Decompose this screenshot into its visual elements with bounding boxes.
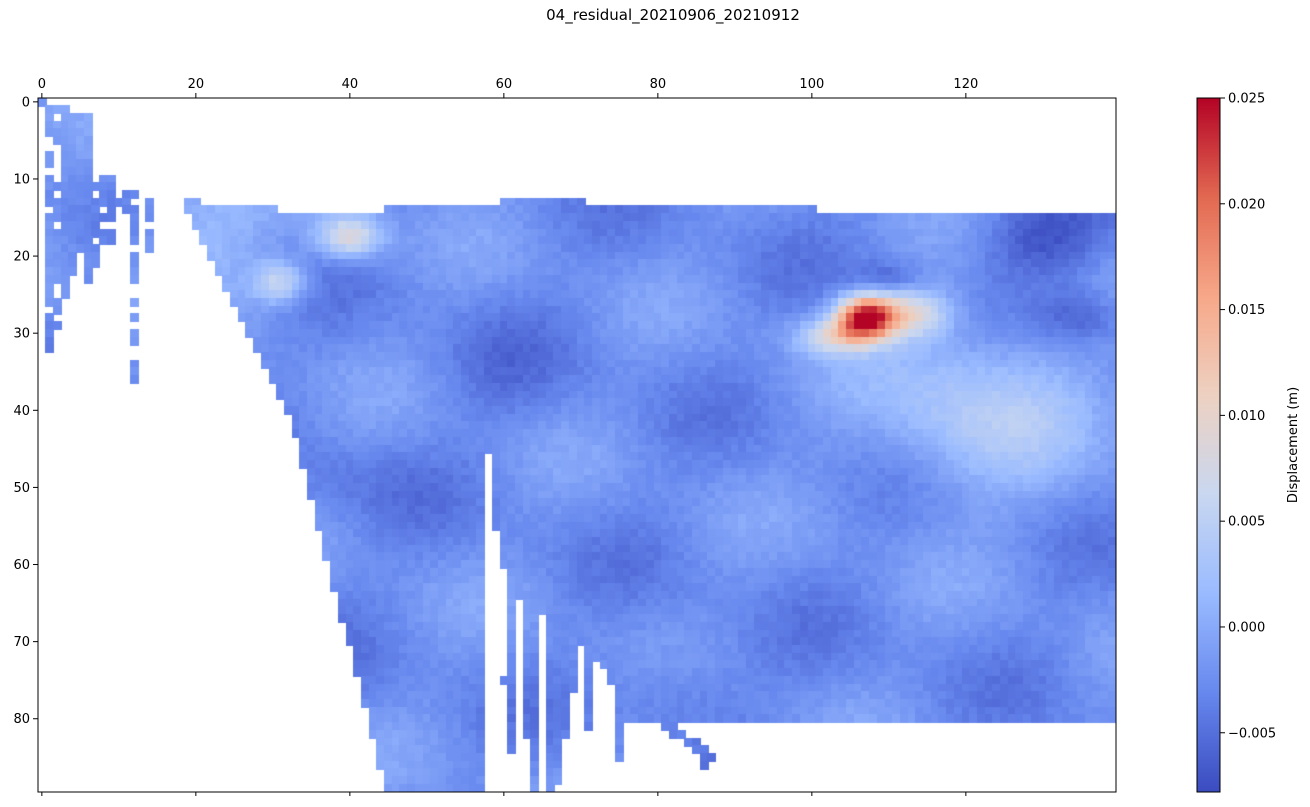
colorbar-gradient [1197,98,1220,792]
x-tick-label: 100 [799,77,824,92]
y-tick-label: 30 [13,327,30,342]
x-axis-bottom-ticks [41,792,967,796]
heatmap-image-container [38,98,1116,792]
y-tick-label: 40 [13,404,30,419]
colorbar-frame [1196,97,1221,793]
y-tick-label: 0 [22,95,30,110]
x-tick-label: 120 [953,77,978,92]
heatmap-plot [37,97,1117,793]
x-tick-label: 60 [496,77,513,92]
colorbar-tick-label: 0.010 [1228,409,1265,424]
colorbar-gradient-container [1197,98,1220,792]
colorbar-label: Displacement (m) [1286,387,1301,503]
y-tick-label: 50 [13,481,30,496]
colorbar: −0.005 0.000 0.005 0.010 0.015 0.020 0.025 Dis… [1196,92,1301,793]
colorbar-tick-label: 0.005 [1228,515,1265,530]
y-tick-label: 60 [13,558,30,573]
heatmap-image [38,98,1116,792]
colorbar-tick-label: 0.025 [1228,92,1265,107]
x-axis-top: 0 20 40 60 80 100 120 [38,77,978,98]
y-tick-label: 20 [13,250,30,265]
x-tick-label: 0 [38,77,46,92]
colorbar-ticks: −0.005 0.000 0.005 0.010 0.015 0.020 0.025 [1220,92,1276,741]
y-tick-label: 10 [13,172,30,187]
chart-title: 04_residual_20210906_20210912 [546,6,800,25]
x-tick-label: 40 [342,77,359,92]
x-tick-label: 80 [650,77,667,92]
colorbar-tick-label: −0.005 [1228,726,1276,741]
plot-frame [37,97,1117,793]
colorbar-tick-label: 0.000 [1228,620,1265,635]
y-tick-label: 80 [13,712,30,727]
colorbar-tick-label: 0.015 [1228,303,1265,318]
colorbar-tick-label: 0.020 [1228,197,1265,212]
y-tick-label: 70 [13,635,30,650]
y-axis: 0 10 20 30 40 50 60 70 80 [13,95,38,727]
x-tick-label: 20 [188,77,205,92]
